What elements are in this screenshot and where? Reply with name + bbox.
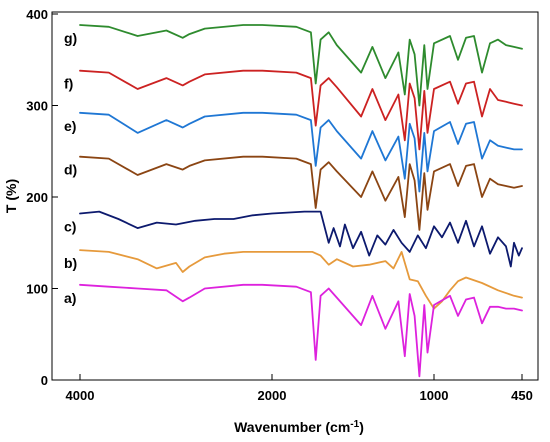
series-line-b bbox=[79, 249, 523, 310]
y-tick-label: 0 bbox=[41, 373, 48, 388]
series-label-b: b) bbox=[64, 255, 77, 271]
series-label-e: e) bbox=[64, 118, 76, 134]
x-axis-title-sup: -1 bbox=[350, 419, 359, 430]
series-label-a: a) bbox=[64, 290, 76, 306]
y-tick-label: 400 bbox=[26, 7, 48, 22]
series-label-f: f) bbox=[64, 76, 73, 92]
y-tick-label: 100 bbox=[26, 282, 48, 297]
series-label-c: c) bbox=[64, 218, 76, 234]
series-line-e bbox=[79, 111, 523, 193]
series-traces bbox=[79, 24, 523, 378]
plot-frame bbox=[51, 11, 539, 381]
x-tick-label: 2000 bbox=[258, 388, 287, 403]
x-axis-title-main: Wavenumber (cm bbox=[234, 419, 350, 435]
series-line-a bbox=[79, 283, 523, 378]
y-tick-label: 200 bbox=[26, 190, 48, 205]
y-tick-label: 300 bbox=[26, 99, 48, 114]
x-axis-ticks: 4000 2000 1000 450 bbox=[66, 374, 533, 403]
series-label-d: d) bbox=[64, 162, 77, 178]
series-line-g bbox=[79, 24, 523, 107]
series-line-d bbox=[79, 155, 523, 231]
series-label-g: g) bbox=[64, 30, 77, 46]
x-tick-label: 4000 bbox=[66, 388, 95, 403]
x-axis-title: Wavenumber (cm-1) bbox=[234, 419, 364, 436]
x-tick-label: 1000 bbox=[420, 388, 449, 403]
series-line-f bbox=[79, 69, 523, 151]
series-line-c bbox=[79, 210, 523, 268]
y-axis-title: T (%) bbox=[3, 179, 19, 213]
x-tick-label: 450 bbox=[511, 388, 533, 403]
y-axis-ticks: 0 100 200 300 400 bbox=[26, 7, 58, 388]
series-labels: g) f) e) d) c) b) a) bbox=[64, 30, 77, 306]
x-axis-title-tail: ) bbox=[359, 419, 364, 435]
